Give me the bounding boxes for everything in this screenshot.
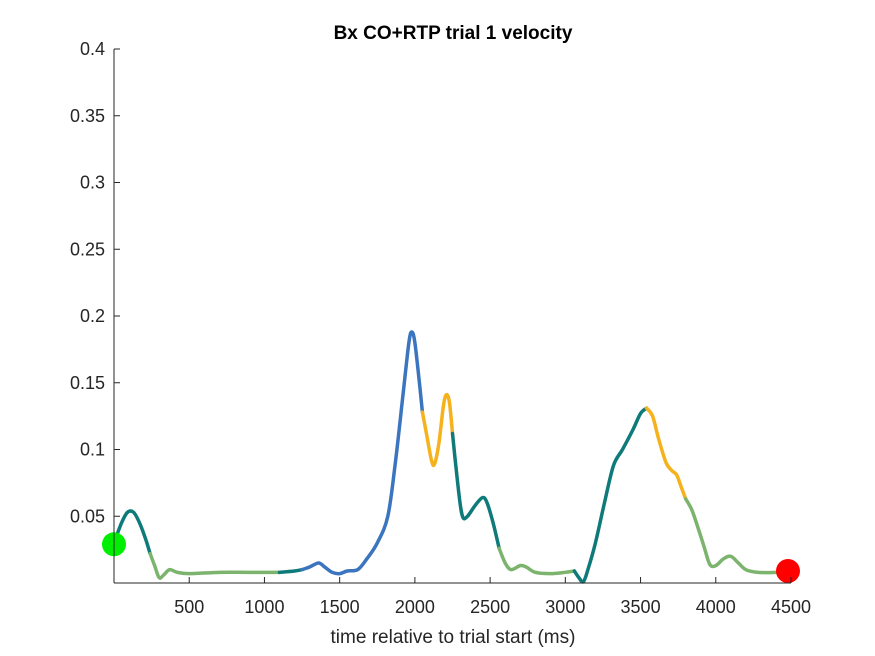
velocity-segment-teal <box>112 509 152 556</box>
y-tick-label: 0.3 <box>80 173 105 193</box>
plot-area <box>102 330 800 584</box>
velocity-segment-blue <box>300 330 425 576</box>
chart-title: Bx CO+RTP trial 1 velocity <box>334 23 573 44</box>
velocity-segment-green <box>148 551 282 580</box>
velocity-segment-yellow <box>644 406 688 501</box>
x-tick-label: 2000 <box>395 597 435 617</box>
y-ticks: 0.05 0.1 0.15 0.2 0.25 0.3 0.35 0.4 <box>70 39 120 526</box>
y-tick-label: 0.25 <box>70 239 105 259</box>
y-tick-label: 0.1 <box>80 440 105 460</box>
velocity-segment-green <box>497 546 577 576</box>
velocity-segment-teal <box>572 406 649 584</box>
velocity-segment-green <box>683 497 790 575</box>
x-ticks: 500 1000 1500 2000 2500 3000 3500 4000 4500 <box>174 577 811 617</box>
y-tick-label: 0.4 <box>80 39 105 59</box>
x-tick-label: 1500 <box>320 597 360 617</box>
x-tick-label: 2500 <box>470 597 510 617</box>
x-tick-label: 3500 <box>621 597 661 617</box>
x-tick-label: 3000 <box>545 597 585 617</box>
y-tick-label: 0.35 <box>70 106 105 126</box>
y-tick-label: 0.05 <box>70 506 105 526</box>
y-tick-label: 0.2 <box>80 306 105 326</box>
x-axis-label: time relative to trial start (ms) <box>331 627 576 648</box>
x-tick-label: 1000 <box>244 597 284 617</box>
y-tick-label: 0.15 <box>70 373 105 393</box>
velocity-segment-teal <box>277 567 304 575</box>
x-tick-label: 500 <box>174 597 204 617</box>
end-marker <box>775 558 800 583</box>
x-tick-label: 4500 <box>771 597 811 617</box>
x-tick-label: 4000 <box>696 597 736 617</box>
velocity-segment-yellow <box>420 392 455 468</box>
velocity-segment-teal <box>450 431 501 551</box>
